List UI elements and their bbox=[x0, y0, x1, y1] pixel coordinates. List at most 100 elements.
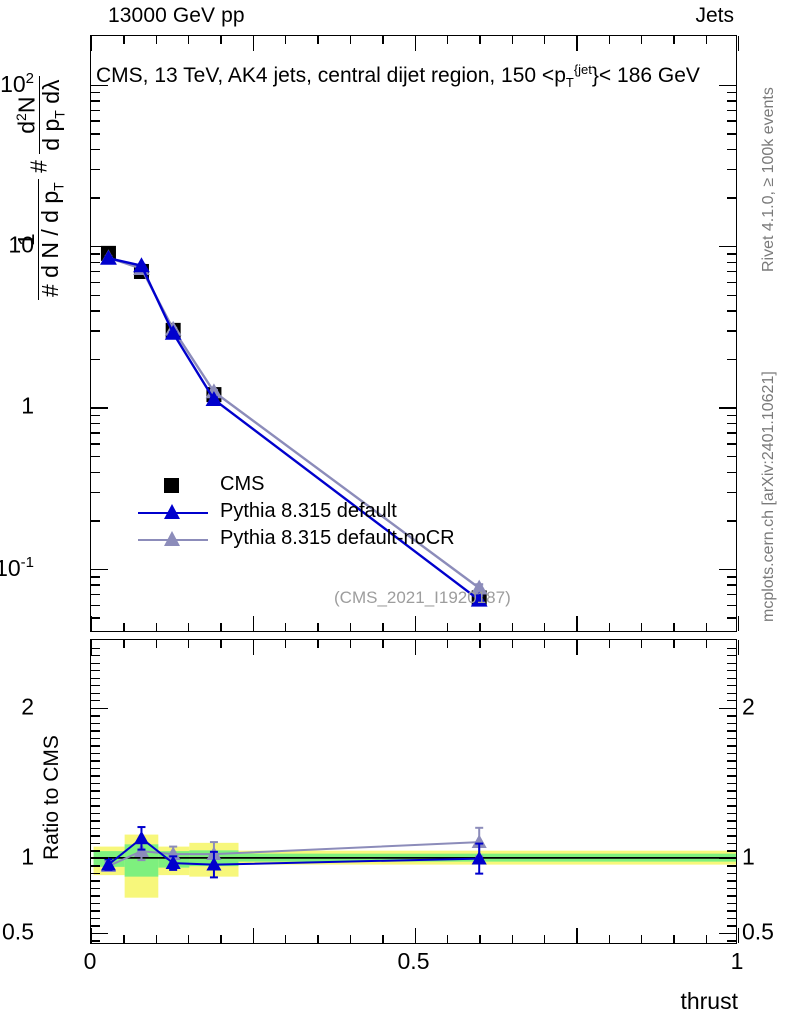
axis-tick bbox=[91, 423, 100, 425]
axis-tick bbox=[91, 715, 100, 717]
plot-title-sup: {jet bbox=[573, 62, 592, 77]
axis-tick bbox=[285, 640, 287, 648]
axis-tick bbox=[91, 685, 100, 687]
axis-tick bbox=[727, 865, 736, 867]
axis-tick bbox=[91, 767, 100, 770]
axis-tick bbox=[91, 36, 93, 51]
axis-tick bbox=[91, 471, 100, 473]
axis-tick bbox=[738, 616, 740, 631]
axis-tick bbox=[727, 925, 736, 927]
axis-tick bbox=[382, 623, 384, 631]
axis-tick bbox=[727, 842, 736, 845]
axis-tick bbox=[446, 640, 449, 648]
axis-tick bbox=[727, 775, 736, 777]
axis-tick bbox=[727, 730, 736, 732]
y-tick-label-ratio-right: 0.5 bbox=[742, 918, 774, 945]
axis-tick bbox=[727, 270, 736, 273]
axis-tick bbox=[727, 471, 736, 473]
axis-tick bbox=[640, 36, 643, 44]
axis-tick bbox=[91, 707, 108, 709]
axis-tick bbox=[91, 872, 100, 875]
axis-tick bbox=[727, 700, 736, 702]
axis-tick bbox=[719, 707, 736, 709]
axis-tick bbox=[727, 887, 736, 890]
axis-tick bbox=[727, 662, 736, 664]
axis-tick bbox=[727, 760, 736, 762]
axis-tick bbox=[727, 670, 736, 672]
axis-tick bbox=[727, 715, 736, 717]
axis-tick bbox=[91, 797, 100, 800]
y-den-dpt: d p bbox=[38, 118, 65, 151]
axis-tick bbox=[91, 745, 100, 747]
axis-tick bbox=[252, 928, 255, 943]
axis-tick bbox=[727, 850, 736, 852]
axis-tick bbox=[608, 623, 610, 631]
axis-tick bbox=[727, 692, 736, 694]
axis-tick bbox=[511, 935, 513, 943]
axis-tick bbox=[349, 640, 352, 648]
axis-tick bbox=[188, 36, 190, 44]
axis-tick bbox=[91, 261, 100, 263]
y-tick-label-main: 1 bbox=[21, 392, 34, 419]
axis-tick bbox=[91, 133, 100, 135]
axis-tick bbox=[576, 36, 578, 51]
y-den-d: d bbox=[13, 120, 40, 134]
plot-title-prefix: CMS, 13 TeV, AK4 jets, central dijet reg… bbox=[96, 64, 566, 87]
ratio-plot-canvas bbox=[91, 826, 736, 898]
axis-tick bbox=[91, 281, 100, 284]
axis-tick bbox=[705, 36, 708, 44]
axis-tick bbox=[91, 310, 100, 312]
plot-title-suffix: }< 186 GeV bbox=[591, 64, 700, 87]
y-tick-label-ratio-right: 2 bbox=[742, 693, 755, 720]
axis-tick bbox=[727, 281, 736, 284]
axis-tick bbox=[727, 910, 736, 912]
axis-tick bbox=[727, 752, 736, 755]
legend-label-pythia-nocr: Pythia 8.315 default-noCR bbox=[220, 527, 455, 549]
axis-tick bbox=[91, 835, 100, 837]
axis-tick bbox=[91, 593, 100, 596]
axis-tick bbox=[511, 623, 513, 631]
main-plot-canvas bbox=[100, 245, 488, 607]
axis-tick bbox=[91, 925, 100, 927]
legend-marker-square bbox=[136, 472, 210, 499]
y-num-two: # d N / d p bbox=[37, 190, 64, 297]
y-den-dlambda: dλ bbox=[38, 79, 65, 104]
axis-tick bbox=[608, 640, 610, 648]
axis-tick bbox=[91, 443, 100, 445]
axis-tick bbox=[91, 812, 100, 815]
y-tick-label-main: 10 bbox=[8, 231, 34, 258]
axis-tick bbox=[91, 100, 100, 102]
y-tick-label-ratio-left: 2 bbox=[21, 693, 34, 720]
x-axis-title: thrust bbox=[680, 988, 738, 1014]
axis-tick bbox=[91, 584, 100, 586]
axis-tick bbox=[727, 737, 736, 740]
axis-tick bbox=[91, 775, 100, 777]
axis-tick bbox=[252, 616, 255, 631]
axis-tick bbox=[727, 902, 736, 905]
axis-tick bbox=[727, 820, 736, 822]
legend-label-pythia-default: Pythia 8.315 default bbox=[220, 500, 397, 522]
axis-tick bbox=[91, 84, 108, 86]
axis-tick bbox=[91, 842, 100, 845]
axis-tick bbox=[91, 677, 100, 679]
axis-tick bbox=[576, 616, 578, 631]
axis-tick bbox=[608, 935, 610, 943]
axis-tick bbox=[155, 623, 158, 631]
axis-tick bbox=[91, 568, 108, 571]
axis-tick bbox=[91, 670, 100, 672]
y-axis-title-main: 1 # d N / d pT # d2N d pT dλ bbox=[13, 76, 68, 300]
axis-tick bbox=[446, 623, 449, 631]
axis-tick bbox=[727, 109, 736, 111]
axis-tick bbox=[640, 623, 643, 631]
axis-tick bbox=[220, 36, 222, 44]
axis-tick bbox=[727, 617, 736, 619]
axis-tick bbox=[91, 790, 100, 792]
axis-tick bbox=[220, 640, 222, 648]
ratio-series-pythia-default bbox=[100, 826, 487, 879]
axis-tick bbox=[91, 917, 100, 920]
y-tick-label-main: 10-1 bbox=[0, 553, 34, 581]
axis-tick bbox=[317, 640, 319, 648]
axis-tick bbox=[349, 935, 352, 943]
analysis-watermark: (CMS_2021_I1920187) bbox=[334, 588, 511, 607]
axis-tick bbox=[285, 935, 287, 943]
